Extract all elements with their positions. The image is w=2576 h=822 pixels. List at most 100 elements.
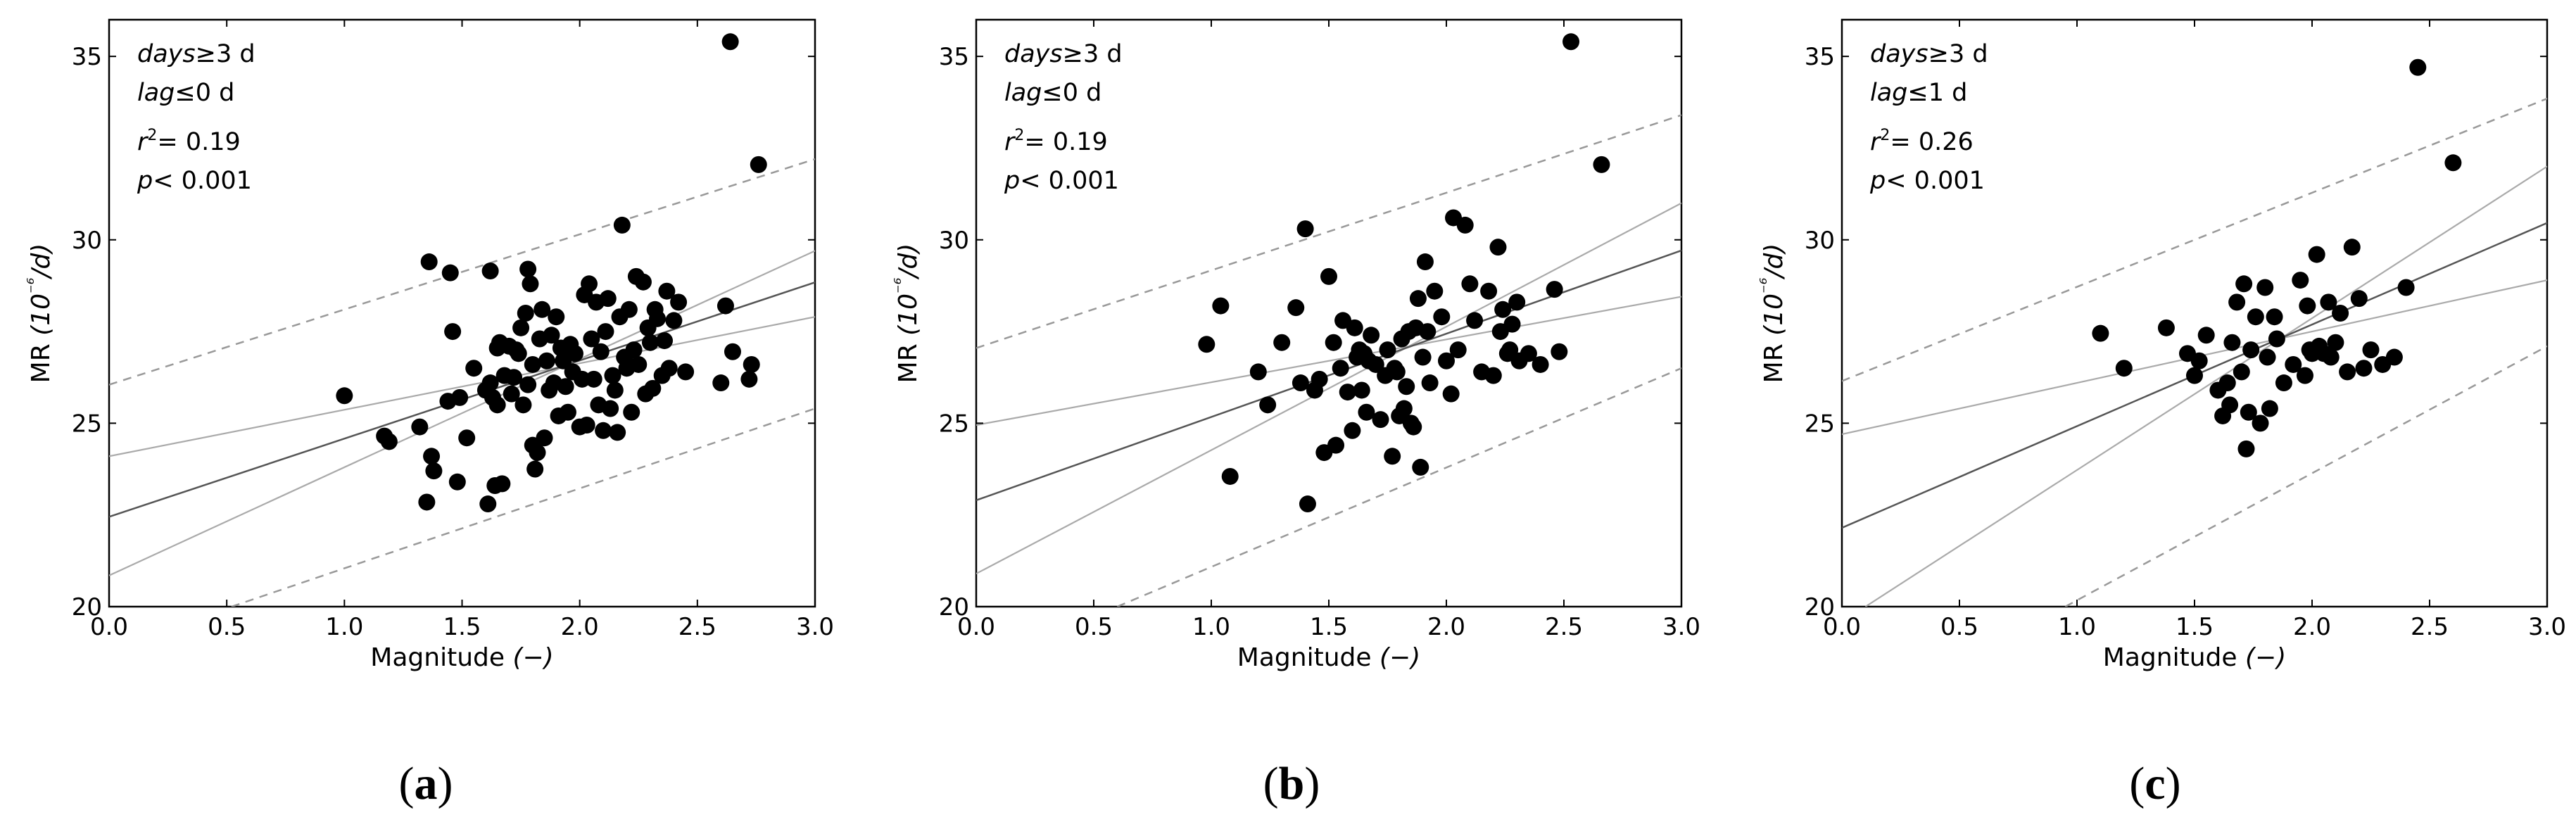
prediction-band-upper	[109, 158, 815, 386]
data-point	[2247, 308, 2264, 326]
data-point	[1508, 293, 1526, 311]
data-point	[2228, 293, 2246, 311]
data-point	[517, 305, 534, 322]
data-point	[481, 263, 499, 280]
data-point	[2339, 363, 2356, 381]
chart-panel-1: 0.0 0.5 1.0 1.5 2.0 2.5 3.0 20 25 30 35 Magnitude (…	[24, 18, 834, 809]
data-point	[1346, 319, 1363, 336]
data-point	[2223, 334, 2241, 351]
plot-frame	[1841, 18, 2549, 608]
panel-label: (b)	[1263, 758, 1320, 809]
plot-area	[1842, 58, 2547, 607]
annotation-lag: lag≤0 d	[1004, 79, 1101, 107]
y-tick-label: 35	[1805, 43, 1835, 71]
data-point	[441, 264, 459, 282]
y-tick-label: 35	[939, 43, 969, 71]
data-point	[606, 381, 624, 399]
data-point	[1259, 396, 1277, 414]
data-point	[1398, 378, 1415, 396]
data-point	[1358, 403, 1375, 421]
data-point	[2186, 367, 2203, 384]
data-point	[488, 396, 506, 414]
data-point	[1503, 315, 1521, 333]
data-point	[641, 334, 659, 351]
data-point	[2285, 355, 2302, 373]
data-point	[418, 493, 436, 511]
data-point	[336, 387, 353, 405]
data-point	[583, 330, 600, 348]
data-point	[677, 363, 695, 381]
data-point	[581, 275, 598, 293]
data-point	[1299, 495, 1316, 513]
annotation-days: days≥3 d	[1004, 40, 1123, 68]
confidence-band-upper	[976, 296, 1681, 426]
data-point	[2350, 290, 2368, 308]
data-point	[648, 310, 666, 327]
data-point	[1484, 367, 1502, 384]
data-point	[1221, 467, 1239, 485]
y-axis-label: MR (10⁻⁶/d)	[891, 244, 923, 384]
x-tick-label: 1.0	[2058, 613, 2096, 641]
data-point	[1433, 308, 1451, 326]
data-point	[380, 433, 398, 450]
data-point	[2355, 360, 2373, 377]
data-point	[716, 297, 734, 315]
data-point	[2221, 396, 2239, 414]
data-point	[2218, 374, 2236, 392]
data-point	[1339, 384, 1356, 401]
data-point	[1466, 312, 1484, 329]
data-point	[2197, 327, 2215, 344]
y-tick-label: 30	[1805, 227, 1835, 255]
y-tick-label: 35	[72, 43, 102, 71]
data-point	[2296, 367, 2313, 384]
prediction-band-upper	[1842, 97, 2547, 382]
panel-label: (c)	[2129, 758, 2180, 809]
confidence-band-lower	[109, 250, 815, 576]
annotation-p: p< 0.001	[1004, 167, 1119, 195]
data-point	[1494, 301, 1512, 318]
data-point	[1405, 418, 1422, 436]
data-point	[1273, 334, 1291, 351]
data-point	[514, 396, 532, 414]
y-tick-label: 30	[72, 227, 102, 255]
data-point	[1384, 448, 1401, 465]
data-point	[2332, 305, 2349, 322]
annotation-lag: lag≤1 d	[1870, 79, 1967, 107]
y-tick-label: 20	[72, 593, 102, 621]
data-point	[1449, 341, 1467, 359]
x-tick-label: 3.0	[1662, 613, 1700, 641]
data-point	[1311, 370, 1328, 388]
x-tick-label: 1.5	[2176, 613, 2214, 641]
x-tick-label: 0.0	[1823, 613, 1861, 641]
data-point	[634, 273, 652, 291]
data-point	[656, 332, 674, 350]
data-point	[2115, 360, 2133, 377]
x-tick-label: 1.0	[325, 613, 363, 641]
data-point	[533, 301, 551, 318]
data-point	[479, 495, 497, 513]
data-point	[1501, 341, 1519, 359]
data-point	[1532, 355, 1549, 373]
data-point	[538, 352, 555, 369]
data-point	[557, 378, 574, 396]
data-point	[451, 388, 469, 406]
x-tick-label: 2.5	[1545, 613, 1583, 641]
data-point	[625, 341, 643, 359]
data-point	[595, 422, 612, 439]
data-point	[1442, 385, 1460, 403]
data-point	[2327, 334, 2344, 351]
x-tick-label: 1.5	[1310, 613, 1348, 641]
data-point	[2308, 246, 2325, 263]
data-point	[1426, 282, 1444, 300]
data-point	[1325, 334, 1342, 351]
data-point	[2266, 308, 2283, 326]
data-point	[592, 343, 610, 360]
data-point	[602, 400, 619, 417]
data-point	[1379, 341, 1396, 359]
data-point	[524, 355, 541, 373]
data-point	[1489, 239, 1507, 256]
data-point	[724, 343, 741, 360]
data-point	[2092, 324, 2109, 342]
data-point	[2343, 239, 2361, 256]
